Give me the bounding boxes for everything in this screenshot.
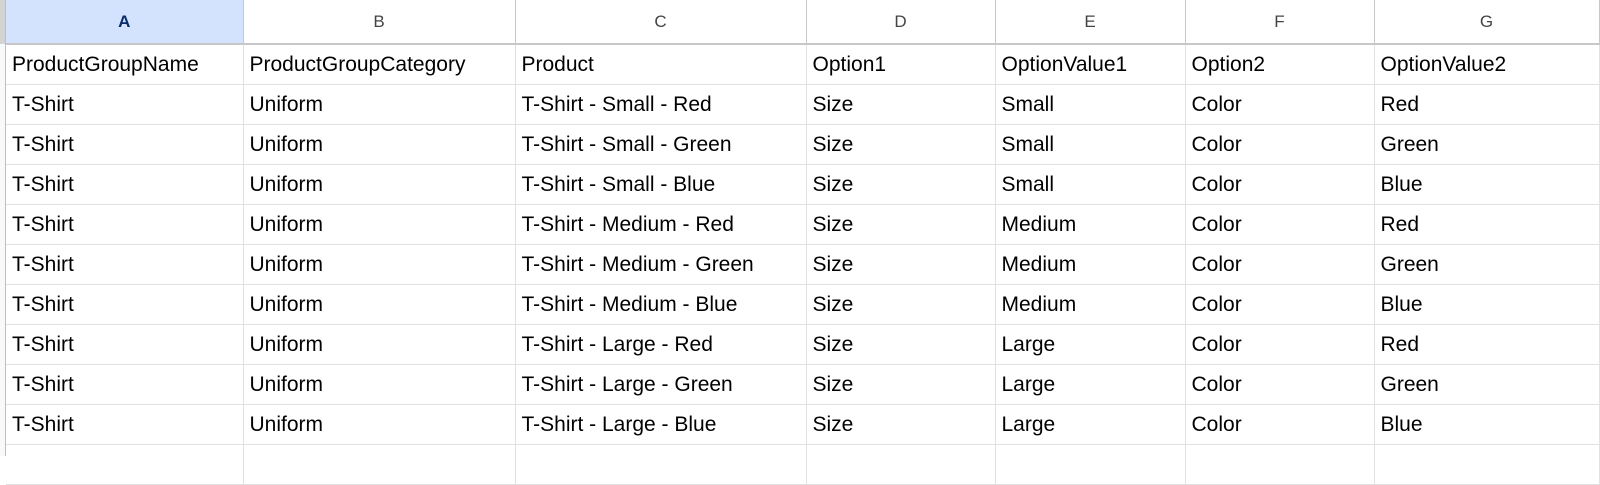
table-row: T-Shirt Uniform T-Shirt - Large - Red Size L… (6, 324, 1600, 365)
cell-f4[interactable]: Color (1185, 164, 1375, 205)
cell-a9[interactable]: T-Shirt (6, 364, 244, 405)
cell-c2[interactable]: T-Shirt - Small - Red (515, 84, 807, 125)
cell-b8[interactable]: Uniform (243, 324, 516, 365)
cell-a8[interactable]: T-Shirt (6, 324, 244, 365)
cell-b5[interactable]: Uniform (243, 204, 516, 245)
cell-d10[interactable]: Size (806, 404, 996, 445)
cell-g7[interactable]: Blue (1374, 284, 1600, 325)
cell-e11[interactable] (995, 444, 1186, 485)
cell-f1[interactable]: Option2 (1185, 44, 1375, 85)
cell-e3[interactable]: Small (995, 124, 1186, 165)
cell-d5[interactable]: Size (806, 204, 996, 245)
cell-c4[interactable]: T-Shirt - Small - Blue (515, 164, 807, 205)
cell-g9[interactable]: Green (1374, 364, 1600, 405)
cell-d2[interactable]: Size (806, 84, 996, 125)
cell-d7[interactable]: Size (806, 284, 996, 325)
cell-d9[interactable]: Size (806, 364, 996, 405)
cell-b11[interactable] (243, 444, 516, 485)
column-header-g[interactable]: G (1374, 0, 1600, 45)
cell-e1[interactable]: OptionValue1 (995, 44, 1186, 85)
cell-f6[interactable]: Color (1185, 244, 1375, 285)
table-row: T-Shirt Uniform T-Shirt - Small - Red Size S… (6, 84, 1600, 125)
cell-g1[interactable]: OptionValue2 (1374, 44, 1600, 85)
cell-g8[interactable]: Red (1374, 324, 1600, 365)
cell-d6[interactable]: Size (806, 244, 996, 285)
cell-f3[interactable]: Color (1185, 124, 1375, 165)
cell-e7[interactable]: Medium (995, 284, 1186, 325)
cell-a6[interactable]: T-Shirt (6, 244, 244, 285)
cell-a10[interactable]: T-Shirt (6, 404, 244, 445)
column-header-a[interactable]: A (6, 0, 244, 45)
table-row: T-Shirt Uniform T-Shirt - Small - Blue Size… (6, 164, 1600, 205)
cell-a7[interactable]: T-Shirt (6, 284, 244, 325)
column-header-b[interactable]: B (243, 0, 516, 45)
cell-g2[interactable]: Red (1374, 84, 1600, 125)
cell-b7[interactable]: Uniform (243, 284, 516, 325)
cell-c1[interactable]: Product (515, 44, 807, 85)
cell-f7[interactable]: Color (1185, 284, 1375, 325)
table-row: T-Shirt Uniform T-Shirt - Small - Green Siz… (6, 124, 1600, 165)
cell-e5[interactable]: Medium (995, 204, 1186, 245)
cell-g11[interactable] (1374, 444, 1600, 485)
cell-a11[interactable] (6, 444, 244, 485)
cell-c8[interactable]: T-Shirt - Large - Red (515, 324, 807, 365)
cell-d11[interactable] (806, 444, 996, 485)
cell-e2[interactable]: Small (995, 84, 1186, 125)
select-all-corner[interactable] (0, 0, 5, 44)
cell-c9[interactable]: T-Shirt - Large - Green (515, 364, 807, 405)
cell-b3[interactable]: Uniform (243, 124, 516, 165)
column-header-e[interactable]: E (995, 0, 1186, 45)
cell-a3[interactable]: T-Shirt (6, 124, 244, 165)
cell-c5[interactable]: T-Shirt - Medium - Red (515, 204, 807, 245)
cell-b10[interactable]: Uniform (243, 404, 516, 445)
cell-d1[interactable]: Option1 (806, 44, 996, 85)
cell-a1[interactable]: ProductGroupName (6, 44, 244, 85)
cell-g3[interactable]: Green (1374, 124, 1600, 165)
cell-b6[interactable]: Uniform (243, 244, 516, 285)
cell-g5[interactable]: Red (1374, 204, 1600, 245)
cell-e9[interactable]: Large (995, 364, 1186, 405)
cell-b1[interactable]: ProductGroupCategory (243, 44, 516, 85)
cell-g10[interactable]: Blue (1374, 404, 1600, 445)
column-header-d[interactable]: D (806, 0, 996, 45)
cell-g4[interactable]: Blue (1374, 164, 1600, 205)
table-row: T-Shirt Uniform T-Shirt - Large - Green Siz… (6, 364, 1600, 405)
cell-f5[interactable]: Color (1185, 204, 1375, 245)
cell-f10[interactable]: Color (1185, 404, 1375, 445)
cell-e4[interactable]: Small (995, 164, 1186, 205)
cell-g6[interactable]: Green (1374, 244, 1600, 285)
table-row: T-Shirt Uniform T-Shirt - Large - Blue Size… (6, 404, 1600, 445)
table-row: ProductGroupName ProductGroupCategory Prod… (6, 44, 1600, 85)
cell-a2[interactable]: T-Shirt (6, 84, 244, 125)
table-row: T-Shirt Uniform T-Shirt - Medium - Green Si… (6, 244, 1600, 285)
cell-d3[interactable]: Size (806, 124, 996, 165)
cell-f2[interactable]: Color (1185, 84, 1375, 125)
cell-e6[interactable]: Medium (995, 244, 1186, 285)
cell-c3[interactable]: T-Shirt - Small - Green (515, 124, 807, 165)
cell-b9[interactable]: Uniform (243, 364, 516, 405)
column-header-c[interactable]: C (515, 0, 807, 45)
table-row: T-Shirt Uniform T-Shirt - Medium - Blue Siz… (6, 284, 1600, 325)
cell-c10[interactable]: T-Shirt - Large - Blue (515, 404, 807, 445)
cell-b2[interactable]: Uniform (243, 84, 516, 125)
cell-d4[interactable]: Size (806, 164, 996, 205)
cell-f8[interactable]: Color (1185, 324, 1375, 365)
column-header-f[interactable]: F (1185, 0, 1375, 45)
cell-d8[interactable]: Size (806, 324, 996, 365)
cell-c11[interactable] (515, 444, 807, 485)
row-header-strip (0, 0, 6, 456)
cell-f11[interactable] (1185, 444, 1375, 485)
cell-b4[interactable]: Uniform (243, 164, 516, 205)
cell-f9[interactable]: Color (1185, 364, 1375, 405)
table-row (6, 444, 1600, 485)
table-row: T-Shirt Uniform T-Shirt - Medium - Red Size… (6, 204, 1600, 245)
cell-e8[interactable]: Large (995, 324, 1186, 365)
cell-c7[interactable]: T-Shirt - Medium - Blue (515, 284, 807, 325)
cell-c6[interactable]: T-Shirt - Medium - Green (515, 244, 807, 285)
cell-a5[interactable]: T-Shirt (6, 204, 244, 245)
cell-a4[interactable]: T-Shirt (6, 164, 244, 205)
cell-e10[interactable]: Large (995, 404, 1186, 445)
